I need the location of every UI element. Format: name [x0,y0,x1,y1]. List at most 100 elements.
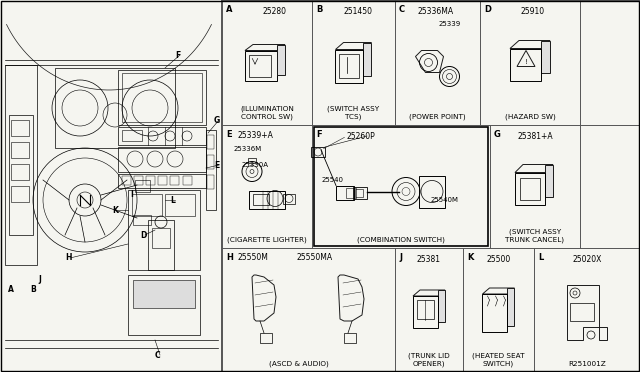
Bar [336,186,354,199]
Bar [118,70,206,125]
Polygon shape [415,51,444,73]
Text: K: K [467,253,474,262]
Text: F: F [316,129,322,138]
Bar [158,176,167,185]
Text: 25260P: 25260P [347,131,376,141]
Text: 25540M: 25540M [431,197,459,203]
Polygon shape [483,288,515,294]
Bar [122,73,202,122]
Text: (HEATED SEAT: (HEATED SEAT [472,353,525,359]
Text: L: L [170,196,175,205]
Bar [248,157,256,163]
Polygon shape [508,288,515,326]
Bar [165,194,195,216]
Text: (SWITCH ASSY: (SWITCH ASSY [328,106,380,112]
Bar [122,130,142,141]
Polygon shape [335,42,371,49]
Bar [346,187,356,198]
Text: E: E [214,160,220,170]
Polygon shape [541,41,550,73]
Text: 25550M: 25550M [238,253,269,263]
Bar [134,176,143,185]
Bar [344,333,356,343]
Text: SWITCH): SWITCH) [483,361,514,367]
Bar [339,54,360,77]
Text: B: B [316,4,323,13]
Bar [207,155,214,169]
Polygon shape [545,164,553,196]
Text: K: K [112,205,118,215]
Bar [118,147,206,172]
Polygon shape [567,285,607,340]
Bar [483,294,508,332]
Text: (COMBINATION SWITCH): (COMBINATION SWITCH) [357,237,445,243]
Bar [11,164,29,180]
Text: R251001Z: R251001Z [568,361,606,367]
Bar [419,176,445,208]
Polygon shape [245,45,285,51]
Bar [570,303,594,321]
Text: !: ! [525,58,527,64]
Bar [11,142,29,158]
Text: 25280: 25280 [263,6,287,16]
Text: C: C [399,4,405,13]
Text: L: L [538,253,543,262]
Bar [128,275,200,335]
Bar [133,215,151,225]
Bar [207,135,214,149]
Polygon shape [338,275,364,321]
Bar [253,193,269,205]
Bar [55,68,175,148]
Text: (SWITCH ASSY: (SWITCH ASSY [509,229,561,235]
Bar [413,296,438,328]
Bar [128,190,200,270]
Bar [122,176,131,185]
Bar [520,177,540,199]
Bar [170,176,179,185]
Text: B: B [30,285,36,295]
Text: (POWER POINT): (POWER POINT) [409,114,466,120]
Text: H: H [65,253,72,263]
Bar [9,115,33,235]
Bar [183,176,192,185]
Bar [314,127,488,246]
Bar [283,193,295,203]
Polygon shape [438,290,445,322]
Bar [207,175,214,189]
Text: I: I [130,189,133,199]
Bar [148,220,174,270]
Text: (CIGARETTE LIGHTER): (CIGARETTE LIGHTER) [227,237,307,243]
Text: CONTROL SW): CONTROL SW) [241,114,293,120]
Text: H: H [226,253,233,262]
Bar [135,180,150,192]
Bar [118,174,206,188]
Text: 25540: 25540 [322,177,344,183]
Bar [132,194,162,216]
Text: G: G [214,115,220,125]
Bar [133,280,195,308]
Bar [515,173,545,205]
Text: OPENER): OPENER) [413,361,445,367]
Text: J: J [399,253,402,262]
Bar [152,228,170,248]
Text: TRUNK CANCEL): TRUNK CANCEL) [506,237,564,243]
Text: D: D [484,4,491,13]
Bar [311,147,325,157]
Text: TCS): TCS) [346,114,362,120]
Bar [249,55,271,77]
Text: C: C [155,350,161,359]
Text: 25500: 25500 [486,254,511,263]
Text: A: A [226,4,232,13]
Text: (ILLUMINATION: (ILLUMINATION [240,106,294,112]
Text: 25020X: 25020X [572,254,602,263]
Bar [5,65,37,265]
Text: 25381+A: 25381+A [517,131,553,141]
Text: E: E [226,129,232,138]
Bar [510,48,541,80]
Text: 25381: 25381 [417,254,441,263]
Bar [260,333,272,343]
Bar [118,127,206,145]
Polygon shape [252,275,276,321]
Polygon shape [515,164,553,173]
Text: J: J [38,276,41,285]
